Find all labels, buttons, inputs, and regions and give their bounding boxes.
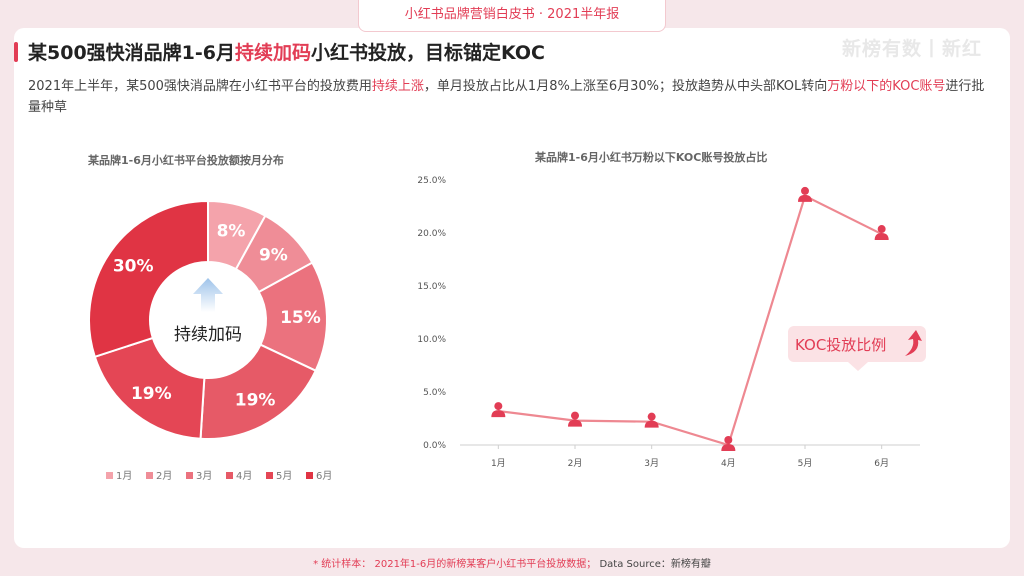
donut-center [151,263,265,377]
title-part1: 某500强快消品牌1-6月 [28,42,235,64]
legend-label-1: 1月 [116,470,132,482]
series-line [498,194,883,447]
donut-chart-title: 某品牌1-6月小红书平台投放额按月分布 [88,154,284,167]
y-tick-label-0: 0.0% [423,441,446,451]
data-point-2 [568,411,582,427]
donut-center-label: 持续加码 [174,325,242,345]
x-tick-label-6: 6月 [874,458,889,469]
subtitle-highlight-2: 万粉以下的KOC账号 [827,79,946,94]
legend-label-4: 4月 [236,470,252,482]
legend-swatch-2 [146,472,153,479]
page-subtitle: 2021年上半年，某500强快消品牌在小红书平台的投放费用持续上涨，单月投放占比… [28,76,994,118]
data-point-4 [721,436,736,451]
koc-annotation: KOC投放比例 [788,326,926,371]
data-point-1 [491,402,506,418]
donut-value-label-6: 30% [113,257,154,277]
donut-value-label-5: 19% [131,384,172,404]
donut-chart: 8% 9% 15% 19% 19% 30% 持续加码 1月 2月 3月 4月 5月 6月 [88,199,332,482]
data-point-3 [644,412,659,428]
legend-label-2: 2月 [156,470,172,482]
y-tick-label-5: 25.0% [417,176,446,186]
up-arrow-icon [193,278,223,312]
footer-note: * 统计样本： 2021年1-6月的新榜某客户小红书平台投放数据； Data S… [0,555,1024,570]
donut-value-label-2: 9% [259,246,288,266]
x-tick-label-3: 3月 [644,458,659,469]
x-tick-label-2: 2月 [568,458,583,469]
y-tick-label-4: 20.0% [417,229,446,239]
y-tick-label-3: 15.0% [417,282,446,292]
x-tick-label-1: 1月 [491,458,506,469]
donut-slice-4 [199,343,318,440]
legend-swatch-1 [106,472,113,479]
title-highlight: 持续加码 [235,42,312,64]
trend-up-icon [905,330,922,356]
watermark: 新榜有数丨新红 [841,38,982,60]
legend-swatch-5 [266,472,273,479]
footer-sample-note: * 统计样本： 2021年1-6月的新榜某客户小红书平台投放数据； [313,559,597,570]
subtitle-part3: 进行批量种草 [28,79,985,115]
donut-value-label-4: 19% [235,391,276,411]
subtitle-highlight-1: 持续上涨 [371,79,424,94]
donut-value-label-3: 15% [280,308,321,328]
legend-label-5: 5月 [276,470,292,482]
x-tick-label-4: 4月 [721,458,736,469]
subtitle-part2: ，单月投放占比从1月8%上涨至6月30%；投放趋势从中头部KOL转向 [423,79,828,94]
page-title: 某500强快消品牌1-6月持续加码小红书投放，目标锚定KOC [28,38,545,65]
donut-slice-5 [93,336,206,440]
annotation-label: KOC投放比例 [795,336,886,354]
line-chart: 0.0% 5.0% 10.0% 15.0% 20.0% 25.0% 1月 2月 3月 4月 5月 6月… [417,176,926,469]
footer-source: Data Source：新榜有瓣 [599,559,711,570]
y-tick-label-2: 10.0% [417,335,446,345]
legend-swatch-6 [306,472,313,479]
title-part2: 小红书投放，目标锚定KOC [311,42,545,64]
subtitle-part1: 2021年上半年，某500强快消品牌在小红书平台的投放费用 [28,79,372,94]
line-chart-title: 某品牌1-6月小红书万粉以下KOC账号投放占比 [535,151,768,164]
data-point-6 [874,225,889,241]
x-tick-label-5: 5月 [798,458,813,469]
donut-value-label-1: 8% [217,221,246,241]
title-accent-bar [14,42,18,62]
legend-swatch-3 [186,472,193,479]
data-point-5 [798,186,812,202]
report-header: 小红书品牌营销白皮书 · 2021半年报 [358,0,666,32]
y-tick-label-1: 5.0% [423,388,446,398]
legend-swatch-4 [226,472,233,479]
legend-label-6: 6月 [316,470,332,482]
donut-slice-6 [88,199,209,359]
legend-label-3: 3月 [196,470,212,482]
